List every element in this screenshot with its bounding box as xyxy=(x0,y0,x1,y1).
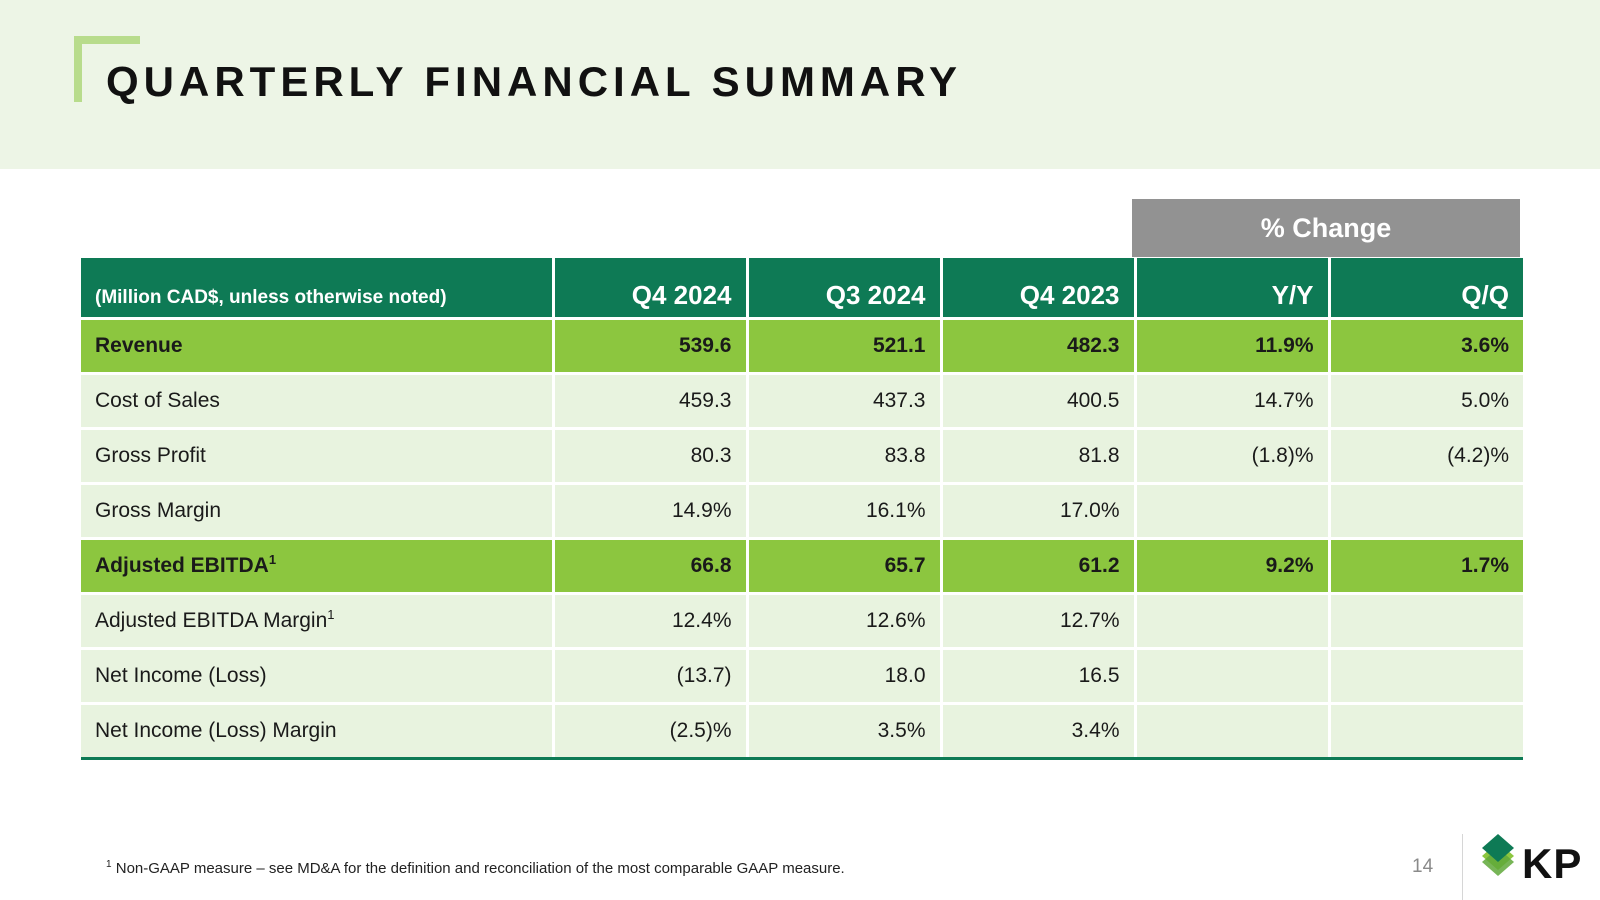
kp-leaf-logo-icon xyxy=(1482,834,1514,876)
column-header-q4-2024: Q4 2024 xyxy=(553,258,749,320)
column-header-q3-2024: Q3 2024 xyxy=(747,258,943,320)
row-label: Gross Profit xyxy=(81,428,555,485)
logo-text: KP xyxy=(1522,840,1583,887)
header-band xyxy=(0,0,1600,169)
cell-q3-2024: 65.7 xyxy=(747,538,943,595)
table-row-adjusted-ebitda-margin: Adjusted EBITDA Margin1 12.4% 12.6% 12.7… xyxy=(81,593,1523,650)
logo-divider xyxy=(1462,834,1463,900)
row-label: Adjusted EBITDA Margin1 xyxy=(81,593,555,650)
cell-yoy: 14.7% xyxy=(1135,373,1331,430)
cell-q3-2024: 83.8 xyxy=(747,428,943,485)
row-label: Gross Margin xyxy=(81,483,555,540)
cell-q4-2023: 81.8 xyxy=(941,428,1137,485)
column-header-q4-2023: Q4 2023 xyxy=(941,258,1137,320)
page-number: 14 xyxy=(1412,856,1434,877)
footnote-text: Non-GAAP measure – see MD&A for the defi… xyxy=(115,860,845,877)
cell-q4-2023: 3.4% xyxy=(941,703,1137,760)
table-row-cost-of-sales: Cost of Sales 459.3 437.3 400.5 14.7% 5.… xyxy=(81,373,1523,430)
row-label: Adjusted EBITDA1 xyxy=(81,538,555,595)
row-label-text: Net Income (Loss) Margin xyxy=(95,718,337,742)
cell-q4-2024: 459.3 xyxy=(553,373,749,430)
cell-qoq: (4.2)% xyxy=(1329,428,1523,485)
cell-yoy: 11.9% xyxy=(1135,318,1331,375)
table-row-net-income-margin: Net Income (Loss) Margin (2.5)% 3.5% 3.4… xyxy=(81,703,1523,760)
cell-yoy xyxy=(1135,648,1331,705)
kp-logo: KP xyxy=(1478,834,1588,890)
row-label-text: Gross Profit xyxy=(95,443,206,467)
cell-q3-2024: 521.1 xyxy=(747,318,943,375)
cell-q4-2024: (2.5)% xyxy=(553,703,749,760)
row-label-text: Adjusted EBITDA Margin xyxy=(95,608,328,632)
cell-qoq xyxy=(1329,483,1523,540)
cell-qoq xyxy=(1329,703,1523,760)
cell-q3-2024: 437.3 xyxy=(747,373,943,430)
table-row-gross-margin: Gross Margin 14.9% 16.1% 17.0% xyxy=(81,483,1523,540)
table-row-net-income: Net Income (Loss) (13.7) 18.0 16.5 xyxy=(81,648,1523,705)
cell-q3-2024: 16.1% xyxy=(747,483,943,540)
cell-qoq: 5.0% xyxy=(1329,373,1523,430)
cell-q4-2023: 17.0% xyxy=(941,483,1137,540)
row-label-text: Gross Margin xyxy=(95,498,222,522)
table-row-adjusted-ebitda: Adjusted EBITDA1 66.8 65.7 61.2 9.2% 1.7… xyxy=(81,538,1523,595)
row-label-text: Cost of Sales xyxy=(95,388,220,412)
cell-q4-2023: 61.2 xyxy=(941,538,1137,595)
row-label: Cost of Sales xyxy=(81,373,555,430)
table-row-gross-profit: Gross Profit 80.3 83.8 81.8 (1.8)% (4.2)… xyxy=(81,428,1523,485)
row-label-text: Adjusted EBITDA xyxy=(95,553,269,577)
cell-qoq xyxy=(1329,648,1523,705)
cell-q4-2023: 16.5 xyxy=(941,648,1137,705)
cell-yoy xyxy=(1135,483,1331,540)
cell-q3-2024: 18.0 xyxy=(747,648,943,705)
cell-q4-2023: 12.7% xyxy=(941,593,1137,650)
cell-q4-2024: 66.8 xyxy=(553,538,749,595)
row-label: Net Income (Loss) Margin xyxy=(81,703,555,760)
footnote: 1 Non-GAAP measure – see MD&A for the de… xyxy=(106,859,845,878)
cell-q4-2023: 482.3 xyxy=(941,318,1137,375)
row-label: Revenue xyxy=(81,318,555,375)
row-label-sup: 1 xyxy=(327,606,335,622)
row-label-text: Net Income (Loss) xyxy=(95,663,267,687)
cell-qoq: 3.6% xyxy=(1329,318,1523,375)
row-label-sup: 1 xyxy=(268,551,277,567)
financial-summary-table: (Million CAD$, unless otherwise noted) Q… xyxy=(81,258,1523,760)
table-row-revenue: Revenue 539.6 521.1 482.3 11.9% 3.6% xyxy=(81,318,1523,375)
cell-q3-2024: 3.5% xyxy=(747,703,943,760)
column-header-qoq: Q/Q xyxy=(1329,258,1523,320)
cell-q4-2024: 14.9% xyxy=(553,483,749,540)
footnote-marker: 1 xyxy=(106,859,112,870)
cell-yoy xyxy=(1135,703,1331,760)
title-bracket-top xyxy=(74,36,140,44)
cell-qoq: 1.7% xyxy=(1329,538,1523,595)
column-header-units: (Million CAD$, unless otherwise noted) xyxy=(81,258,555,320)
title-bracket-left xyxy=(74,36,82,102)
cell-q4-2024: 80.3 xyxy=(553,428,749,485)
cell-q3-2024: 12.6% xyxy=(747,593,943,650)
table-header-row: (Million CAD$, unless otherwise noted) Q… xyxy=(81,258,1523,320)
cell-yoy: 9.2% xyxy=(1135,538,1331,595)
cell-yoy xyxy=(1135,593,1331,650)
cell-q4-2024: (13.7) xyxy=(553,648,749,705)
cell-yoy: (1.8)% xyxy=(1135,428,1331,485)
cell-q4-2024: 539.6 xyxy=(553,318,749,375)
cell-qoq xyxy=(1329,593,1523,650)
page-title: QUARTERLY FINANCIAL SUMMARY xyxy=(106,58,963,105)
row-label: Net Income (Loss) xyxy=(81,648,555,705)
percent-change-header: % Change xyxy=(1132,199,1520,257)
row-label-text: Revenue xyxy=(95,333,183,357)
cell-q4-2024: 12.4% xyxy=(553,593,749,650)
cell-q4-2023: 400.5 xyxy=(941,373,1137,430)
column-header-yoy: Y/Y xyxy=(1135,258,1331,320)
